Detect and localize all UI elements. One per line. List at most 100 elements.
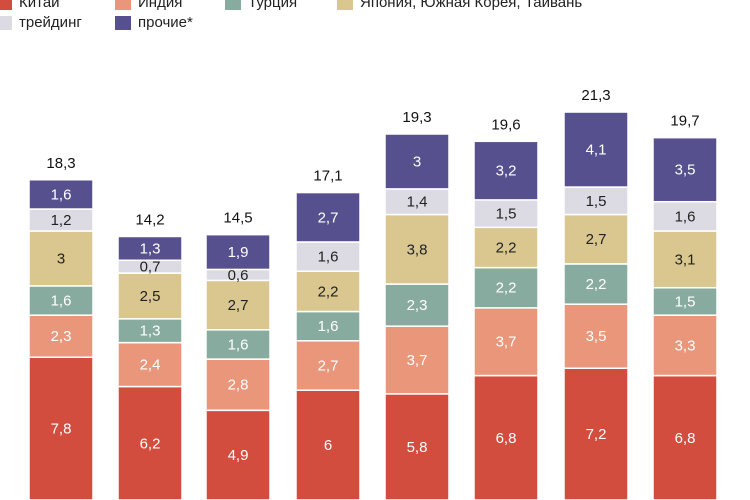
segment-value-label: 1,5 [586, 193, 607, 210]
segment-value-label: 1,6 [318, 249, 339, 266]
bar-segment [117, 272, 183, 320]
legend-swatch [225, 0, 241, 10]
legend-item: прочие* [115, 14, 193, 31]
legend-label: Япония, Южная Корея, Тайвань [360, 0, 583, 11]
segment-value-label: 1,9 [228, 244, 249, 261]
segment-value-label: 1,6 [318, 318, 339, 335]
bar-segment [384, 188, 450, 216]
segment-value-label: 2,5 [140, 288, 161, 305]
legend-item: Турция [225, 0, 297, 11]
segment-value-label: 2,7 [228, 297, 249, 314]
bar-segment [384, 393, 450, 500]
bar-total-label: 14,5 [223, 210, 252, 227]
segment-value-label: 3,8 [407, 241, 428, 258]
segment-value-label: 4,9 [228, 447, 249, 464]
segment-value-label: 0,6 [228, 267, 249, 284]
segment-value-label: 3,5 [586, 328, 607, 345]
legend-label: трейдинг [19, 14, 82, 31]
segment-value-label: 1,2 [51, 212, 72, 229]
bar-segment [295, 241, 361, 273]
bar-segment [652, 230, 718, 289]
segment-value-label: 1,6 [228, 336, 249, 353]
bar-segment [563, 186, 629, 216]
bar-segment [473, 266, 539, 309]
segment-value-label: 6,2 [140, 435, 161, 452]
bar-segment [117, 235, 183, 262]
segment-value-label: 2,7 [586, 231, 607, 248]
segment-value-label: 1,5 [675, 293, 696, 310]
segment-value-label: 4,1 [586, 142, 607, 159]
bar-segment [473, 199, 539, 229]
bar-segment [563, 111, 629, 188]
chart-legend: Китай Индия Турция Япония, Южная Корея, Тай… [0, 0, 750, 40]
bar-total-label: 18,3 [46, 155, 75, 172]
segment-value-label: 3 [57, 250, 65, 267]
segment-value-label: 3 [413, 153, 421, 170]
segment-value-label: 1,4 [407, 194, 428, 211]
legend-swatch [0, 0, 12, 10]
segment-value-label: 3,1 [675, 251, 696, 268]
legend-item: Япония, Южная Корея, Тайвань [337, 0, 582, 11]
segment-value-label: 1,3 [140, 240, 161, 257]
bar-segment [117, 385, 183, 500]
legend-label: Индия [138, 0, 183, 11]
bar-total-label: 14,2 [135, 211, 164, 228]
bar-segment [563, 263, 629, 305]
segment-value-label: 2,2 [318, 283, 339, 300]
legend-label: прочие* [138, 14, 193, 31]
segment-value-label: 3,2 [496, 163, 517, 180]
bar-segment [205, 358, 271, 412]
legend-label: Китай [19, 0, 60, 11]
bar-segment [473, 307, 539, 377]
segment-value-label: 2,3 [51, 328, 72, 345]
segment-value-label: 2,8 [228, 377, 249, 394]
bar-segment [28, 356, 94, 500]
segment-value-label: 6,8 [675, 430, 696, 447]
segment-value-label: 3,5 [675, 162, 696, 179]
bar-total-label: 21,3 [581, 87, 610, 104]
bar-segment [384, 213, 450, 285]
bar-segment [652, 314, 718, 377]
legend-item: Индия [115, 0, 182, 11]
bar-total-label: 19,3 [402, 109, 431, 126]
bar-segment [295, 340, 361, 391]
segment-value-label: 1,6 [51, 293, 72, 310]
bar-total-label: 19,7 [670, 113, 699, 130]
segment-value-label: 3,3 [675, 337, 696, 354]
bar-segment [117, 341, 183, 388]
segment-value-label: 7,8 [51, 421, 72, 438]
bar-segment [295, 191, 361, 243]
segment-value-label: 2,7 [318, 357, 339, 374]
legend-swatch [115, 15, 131, 30]
bar-total-label: 17,1 [313, 168, 342, 185]
legend-item: Китай [0, 0, 60, 11]
bar-total-label: 19,6 [491, 116, 520, 133]
legend-swatch [0, 15, 12, 30]
bar-segment [473, 374, 539, 500]
segment-value-label: 2,4 [140, 357, 161, 374]
segment-value-label: 1,5 [496, 206, 517, 223]
bar-segment [295, 310, 361, 342]
segment-value-label: 0,7 [140, 259, 161, 276]
segment-value-label: 2,2 [496, 280, 517, 297]
segment-value-label: 5,8 [407, 439, 428, 456]
segment-value-label: 3,7 [496, 334, 517, 351]
segment-value-label: 7,2 [586, 426, 607, 443]
legend-swatch [337, 0, 353, 10]
segment-value-label: 1,6 [51, 186, 72, 203]
segment-value-label: 2,2 [496, 239, 517, 256]
bar-segment [205, 233, 271, 271]
bar-segment [205, 329, 271, 360]
segment-value-label: 3,7 [407, 352, 428, 369]
segment-value-label: 2,3 [407, 297, 428, 314]
bar-segment [384, 133, 450, 190]
segment-value-label: 1,6 [675, 208, 696, 225]
segment-value-label: 2,7 [318, 209, 339, 226]
segment-value-label: 6 [324, 437, 332, 454]
bar-segment [295, 270, 361, 313]
segment-value-label: 6,8 [496, 430, 517, 447]
bar-segment [28, 314, 94, 359]
legend-item: трейдинг [0, 14, 82, 31]
bar-segment [563, 303, 629, 369]
